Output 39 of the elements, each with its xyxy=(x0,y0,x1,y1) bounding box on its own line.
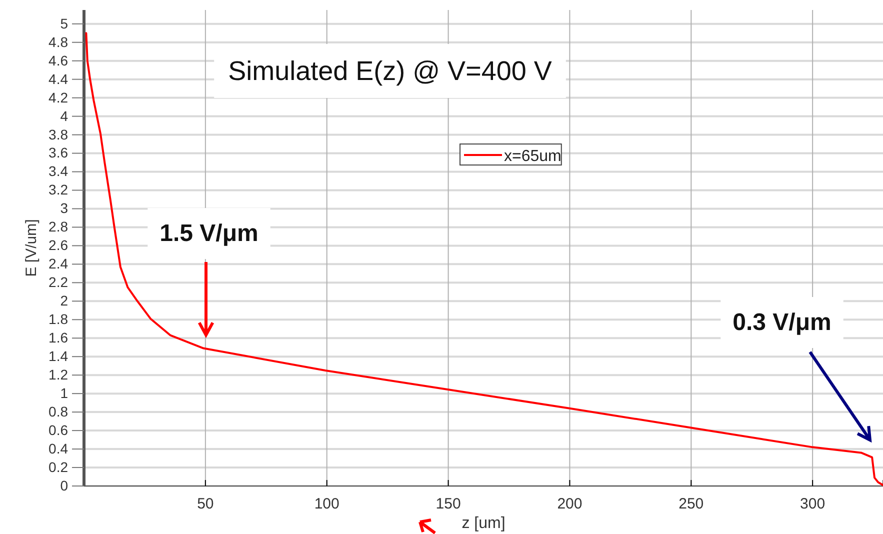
x-tick-label: 100 xyxy=(314,496,340,513)
y-tick-label: 2.4 xyxy=(48,256,68,272)
y-tick-label: 1.6 xyxy=(48,330,68,346)
text: Simulated E(z) @ V=400 V xyxy=(228,56,552,86)
annotation: 1.5 V/μm xyxy=(160,220,258,247)
y-tick-label: 4.2 xyxy=(48,89,68,106)
legend-label: x=65um xyxy=(504,148,562,165)
y-tick-label: 4.8 xyxy=(48,34,68,50)
y-tick-label: 1 xyxy=(60,385,68,402)
y-tick-label: 3.6 xyxy=(48,144,68,161)
y-tick-label: 0.6 xyxy=(48,422,68,438)
y-tick-label: 1.4 xyxy=(48,348,68,364)
y-tick-label: 4.4 xyxy=(48,70,68,87)
y-tick-label: 5 xyxy=(60,15,68,32)
y-tick-label: 2.2 xyxy=(48,274,68,290)
y-tick-label: 2.6 xyxy=(48,237,68,254)
y-axis-title: E [V/um] xyxy=(23,219,40,277)
annotation: 0.3 V/μm xyxy=(732,309,832,336)
y-tick-label: 3.8 xyxy=(48,126,68,142)
y-tick-label: 0.2 xyxy=(48,458,68,475)
line-series xyxy=(85,32,883,486)
y-tick-label: 3.4 xyxy=(48,163,68,180)
y-tick-label: 2.8 xyxy=(48,218,68,235)
x-tick-label: 250 xyxy=(678,496,704,513)
y-tick-label: 0 xyxy=(60,477,68,494)
y-tick-label: 0.8 xyxy=(48,404,68,420)
y-tick-label: 3 xyxy=(60,200,68,216)
y-tick-label: 1.2 xyxy=(48,366,68,383)
y-tick-label: 4.6 xyxy=(48,52,68,68)
x-tick-label: 50 xyxy=(197,496,214,513)
y-tick-label: 1.8 xyxy=(48,311,68,328)
y-tick-label: 0.4 xyxy=(48,440,68,457)
y-tick-label: 4 xyxy=(60,108,68,124)
x-tick-label: 150 xyxy=(436,496,461,513)
x-axis-title: z [um] xyxy=(462,515,506,532)
x-tick-label: 200 xyxy=(557,496,582,513)
y-tick-label: 2 xyxy=(60,292,68,309)
y-tick-label: 3.2 xyxy=(48,182,68,198)
x-tick-label: 300 xyxy=(800,496,826,513)
